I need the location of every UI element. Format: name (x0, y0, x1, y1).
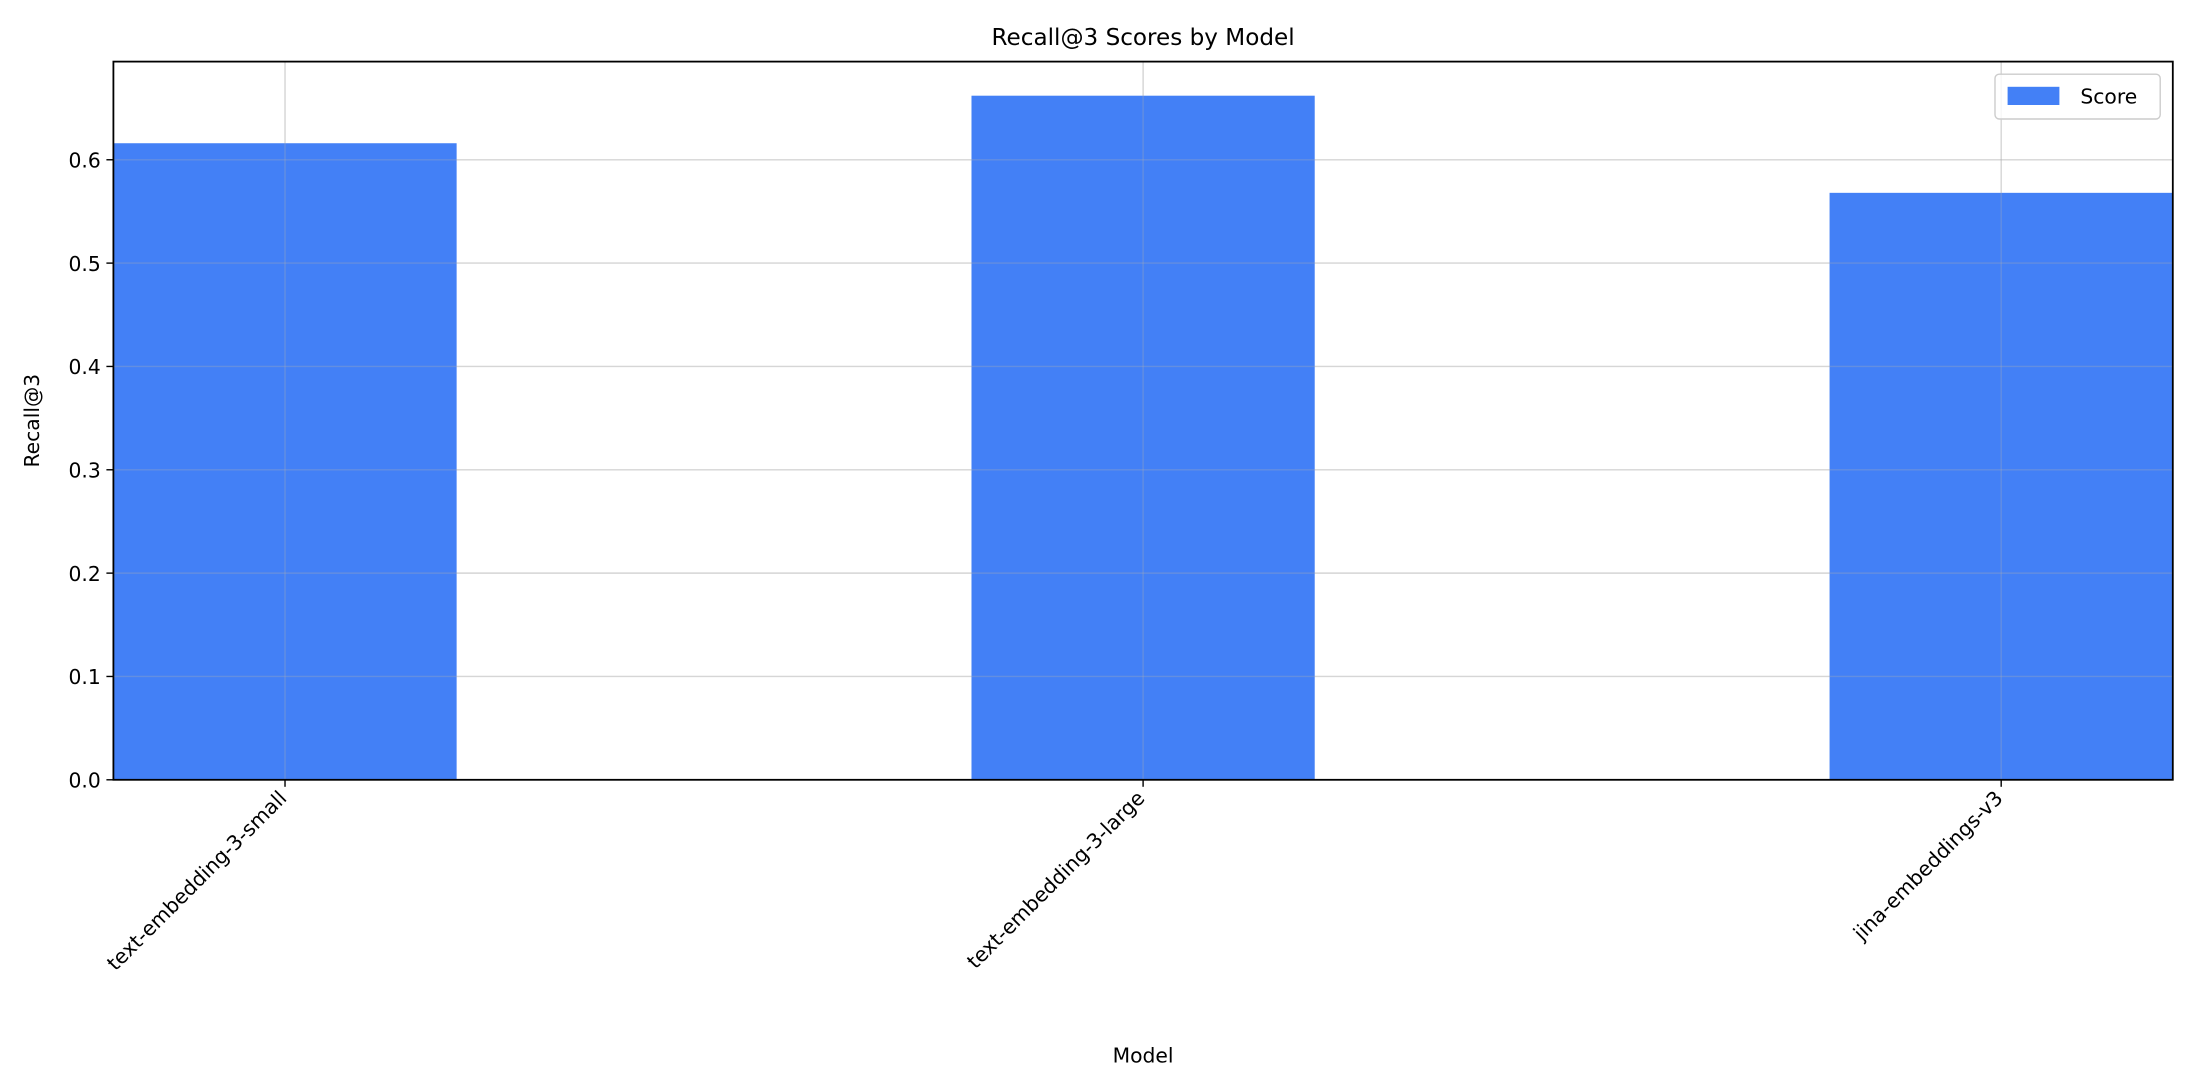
y-tick-label: 0.3 (69, 458, 101, 482)
legend-swatch (2007, 86, 2060, 105)
bar-text-embedding-3-large (971, 95, 1315, 780)
y-tick-label: 0.1 (69, 665, 101, 689)
y-tick-label: 0.0 (69, 769, 101, 793)
y-tick-label: 0.2 (69, 562, 101, 586)
y-tick-label: 0.6 (69, 148, 101, 172)
bars (113, 95, 2173, 780)
grid-lines-overlay (113, 61, 2173, 781)
legend-label-score: Score (2080, 85, 2137, 109)
chart-title: Recall@3 Scores by Model (992, 25, 1295, 51)
x-axis-ticks: text-embedding-3-small text-embedding-3-l… (102, 779, 2008, 975)
y-axis-ticks: 0.0 0.1 0.2 0.3 0.4 0.5 0.6 (69, 148, 114, 793)
bar-text-embedding-3-small (113, 143, 457, 780)
y-tick-label: 0.5 (69, 252, 101, 276)
x-axis-label: Model (1113, 1044, 1174, 1068)
x-tick-label: text-embedding-3-large (962, 786, 1149, 973)
y-tick-label: 0.4 (69, 355, 101, 379)
bar-jina-embeddings-v3 (1829, 192, 2173, 780)
y-axis-label: Recall@3 (20, 374, 44, 468)
legend: Score (1994, 73, 2161, 120)
x-tick-label: jina-embeddings-v3 (1848, 786, 2008, 946)
x-tick-label: text-embedding-3-small (102, 786, 291, 975)
legend-box (1994, 73, 2161, 120)
